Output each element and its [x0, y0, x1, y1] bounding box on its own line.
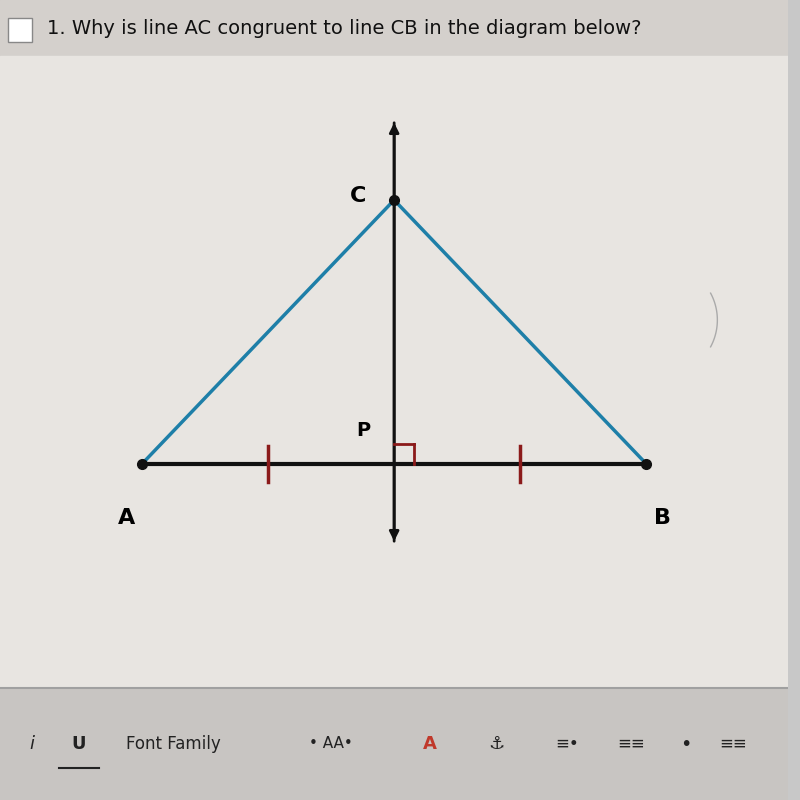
- Text: ≡•: ≡•: [556, 735, 579, 753]
- Text: 1. Why is line AC congruent to line CB in the diagram below?: 1. Why is line AC congruent to line CB i…: [47, 18, 642, 38]
- Bar: [0, 56, 788, 688]
- Text: U: U: [71, 735, 86, 753]
- Text: ≡≡: ≡≡: [617, 735, 645, 753]
- Text: P: P: [356, 421, 370, 440]
- Text: B: B: [654, 508, 670, 528]
- Text: ⚓: ⚓: [489, 735, 505, 753]
- Text: ≡≡: ≡≡: [719, 735, 747, 753]
- Text: A: A: [118, 508, 134, 528]
- Text: •: •: [680, 734, 691, 754]
- Text: • AA•: • AA•: [310, 737, 353, 751]
- Text: Font Family: Font Family: [126, 735, 221, 753]
- Bar: [0, 688, 788, 800]
- Text: i: i: [29, 735, 34, 753]
- Text: C: C: [350, 186, 366, 206]
- Text: A: A: [422, 735, 437, 753]
- Bar: [8, 18, 31, 42]
- Bar: [0, 0, 788, 56]
